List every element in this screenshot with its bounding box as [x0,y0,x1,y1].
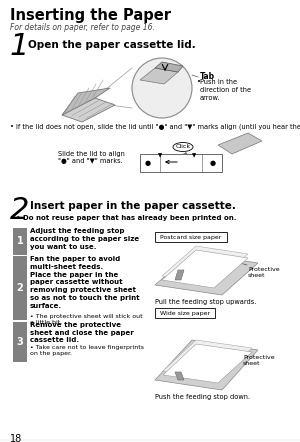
Polygon shape [155,253,258,295]
FancyBboxPatch shape [140,154,222,172]
Text: Remove the protective
sheet and close the paper
cassette lid.: Remove the protective sheet and close th… [30,322,134,343]
Text: ▼: ▼ [192,153,196,159]
Text: 1: 1 [16,236,23,247]
Polygon shape [62,88,110,115]
FancyBboxPatch shape [13,322,27,362]
Polygon shape [175,372,184,380]
Polygon shape [162,246,248,284]
Text: ●: ● [210,160,216,166]
Text: •: • [197,79,201,85]
Polygon shape [163,340,252,379]
Text: Open the paper cassette lid.: Open the paper cassette lid. [28,40,196,50]
Text: 2: 2 [16,283,23,293]
Circle shape [132,58,192,118]
FancyBboxPatch shape [13,256,27,320]
Polygon shape [162,250,248,288]
Polygon shape [218,133,262,154]
Text: Slide the lid to align
"●" and "▼" marks.: Slide the lid to align "●" and "▼" marks… [58,151,125,164]
Text: • The protective sheet will stick out
a little bit.: • The protective sheet will stick out a … [30,314,142,325]
Text: Tab: Tab [200,72,215,81]
Text: 1: 1 [10,32,29,61]
FancyBboxPatch shape [13,228,27,255]
Text: • Do not reuse paper that has already been printed on.: • Do not reuse paper that has already be… [16,215,236,221]
Text: 18: 18 [10,434,22,442]
Text: Protective
sheet: Protective sheet [248,267,280,278]
Text: Push the feeding stop down.: Push the feeding stop down. [155,394,250,400]
Text: • If the lid does not open, slide the lid until "●" and "▼" marks align (until y: • If the lid does not open, slide the li… [10,124,300,130]
Text: Insert paper in the paper cassette.: Insert paper in the paper cassette. [30,201,236,211]
Polygon shape [140,68,178,84]
Text: Click: Click [176,145,190,149]
Polygon shape [155,340,258,390]
Ellipse shape [173,142,193,152]
Text: Inserting the Paper: Inserting the Paper [10,8,171,23]
FancyBboxPatch shape [155,232,227,242]
Text: Pull the feeding stop upwards.: Pull the feeding stop upwards. [155,299,256,305]
Polygon shape [155,62,183,72]
Text: • Take care not to leave fingerprints
on the paper.: • Take care not to leave fingerprints on… [30,345,144,356]
Text: Fan the paper to avoid
multi-sheet feeds.
Place the paper in the
paper cassette : Fan the paper to avoid multi-sheet feeds… [30,256,140,309]
Text: For details on paper, refer to page 16.: For details on paper, refer to page 16. [10,23,155,32]
Text: Wide size paper: Wide size paper [160,310,210,316]
Polygon shape [62,98,115,122]
Text: Protective
sheet: Protective sheet [243,355,274,366]
Text: 2: 2 [10,196,29,225]
Text: 3: 3 [16,337,23,347]
Text: ●: ● [145,160,151,166]
Text: Adjust the feeding stop
according to the paper size
you want to use.: Adjust the feeding stop according to the… [30,228,139,249]
Text: Push in the
direction of the
arrow.: Push in the direction of the arrow. [200,79,251,101]
Polygon shape [175,270,184,280]
Polygon shape [163,344,252,383]
Text: Postcard size paper: Postcard size paper [160,235,222,240]
Text: ▼: ▼ [158,153,162,159]
FancyBboxPatch shape [155,308,215,318]
